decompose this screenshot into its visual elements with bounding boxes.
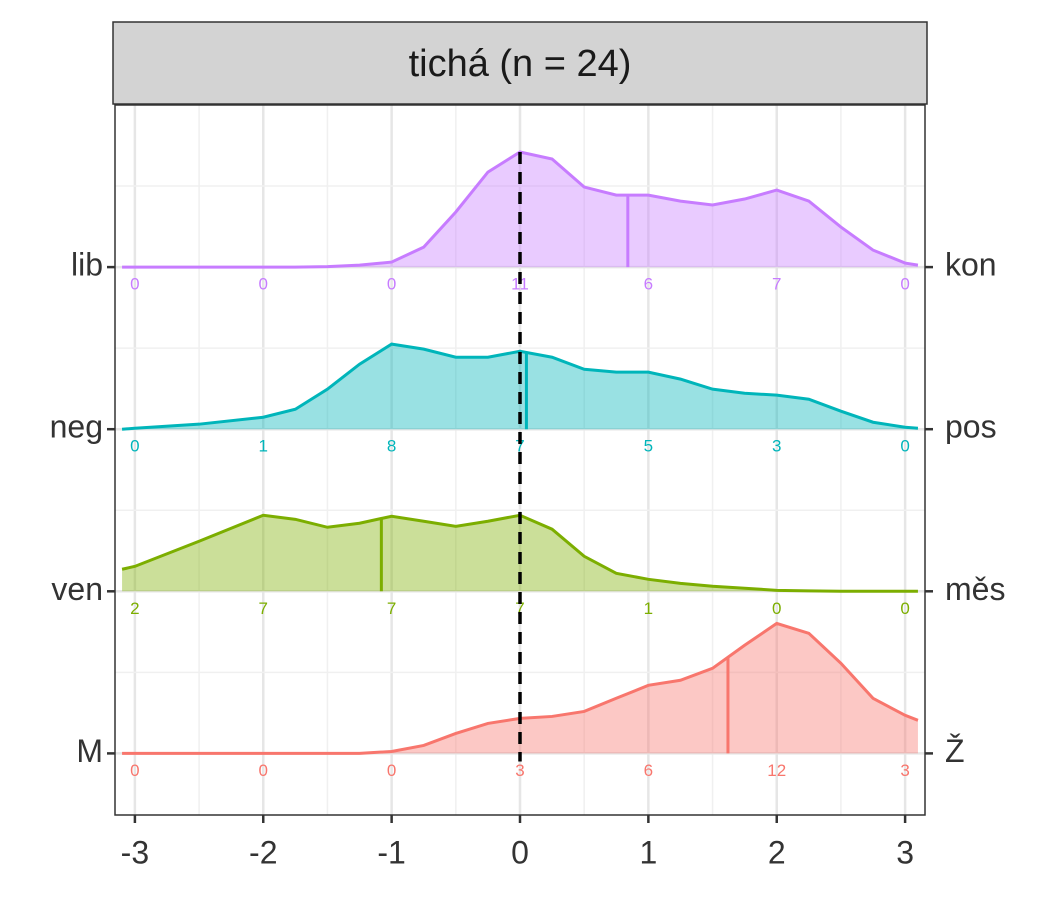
y2-tick-label: Ž (945, 733, 965, 769)
count-label: 1 (259, 437, 268, 456)
count-label: 0 (259, 275, 268, 294)
y-tick-label: neg (50, 409, 103, 445)
count-label: 0 (900, 599, 909, 618)
count-label: 8 (387, 437, 396, 456)
density-area (122, 344, 918, 430)
density-line (122, 621, 919, 755)
density-area (122, 623, 918, 754)
x-tick-label: 0 (511, 834, 529, 870)
count-label: 0 (130, 761, 139, 780)
x-tick-label: 1 (639, 834, 657, 870)
count-label: 7 (387, 599, 396, 618)
y2-tick-label: měs (945, 571, 1005, 607)
count-label: 6 (644, 761, 653, 780)
density-line (122, 150, 919, 269)
count-label: 0 (772, 599, 781, 618)
count-label: 0 (900, 275, 909, 294)
count-label: 3 (900, 761, 909, 780)
density-line (121, 513, 918, 593)
count-label: 0 (130, 275, 139, 294)
y2-tick-label: pos (945, 409, 997, 445)
count-label: 11 (511, 275, 529, 294)
count-label: 7 (515, 599, 524, 618)
count-label: 7 (515, 437, 524, 456)
y2-tick-label: kon (945, 247, 997, 283)
count-label: 1 (644, 599, 653, 618)
count-label: 7 (772, 275, 781, 294)
x-tick-label: 3 (896, 834, 914, 870)
density-area (122, 152, 918, 268)
x-tick-label: -3 (121, 834, 149, 870)
x-tick-label: 2 (768, 834, 786, 870)
count-label: 0 (900, 437, 909, 456)
strip (112, 21, 928, 105)
count-label: 7 (259, 599, 268, 618)
count-label: 0 (259, 761, 268, 780)
chart-title: tichá (n = 24) (409, 43, 632, 85)
density-line (121, 342, 919, 431)
count-label: 0 (387, 275, 396, 294)
x-tick-label: -2 (249, 834, 277, 870)
count-label: 3 (772, 437, 781, 456)
count-label: 2 (130, 599, 139, 618)
y-tick-label: ven (51, 571, 103, 607)
count-label: 0 (130, 437, 139, 456)
count-label: 5 (644, 437, 653, 456)
count-label: 6 (644, 275, 653, 294)
count-label: 0 (387, 761, 396, 780)
count-label: 12 (767, 761, 786, 780)
x-tick-label: -1 (377, 834, 405, 870)
count-label: 3 (515, 761, 524, 780)
y-tick-label: M (76, 733, 103, 769)
y-tick-label: lib (71, 247, 103, 283)
